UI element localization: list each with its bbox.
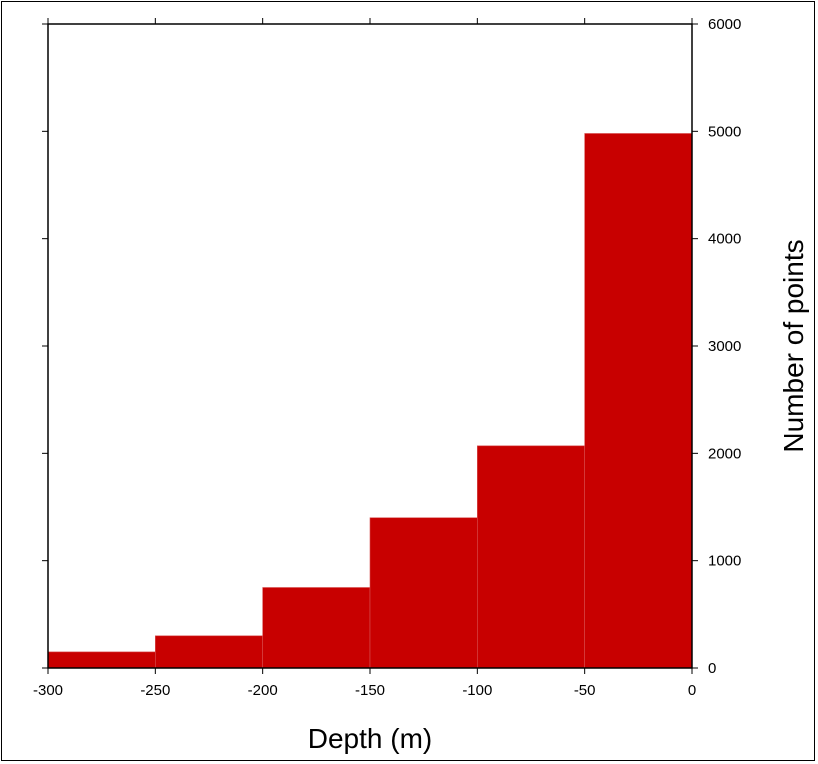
x-tick-label: -150: [355, 682, 385, 699]
y-tick-label: 2000: [708, 445, 741, 462]
x-tick-label: -100: [462, 682, 492, 699]
x-tick-label: 0: [688, 682, 696, 699]
x-tick-label: -300: [33, 682, 63, 699]
bar-6: [584, 133, 693, 669]
y-tick-label: 5000: [708, 123, 741, 140]
x-axis-ticks: -300 -250 -200 -150 -100 -50 0: [33, 18, 696, 699]
x-tick-label: -250: [140, 682, 170, 699]
x-tick-label: -50: [574, 682, 596, 699]
bar-5: [477, 445, 585, 669]
y-tick-label: 4000: [708, 231, 741, 248]
x-tick-label: -200: [248, 682, 278, 699]
bars-group: [47, 133, 693, 669]
y-tick-label: 0: [708, 660, 716, 677]
bar-1: [47, 651, 156, 669]
bar-2: [155, 635, 263, 669]
y-tick-label: 3000: [708, 338, 741, 355]
bar-4: [369, 517, 478, 669]
y-axis-ticks: 0 1000 2000 3000 4000 5000 6000: [42, 16, 741, 677]
x-axis-title: Depth (m): [308, 723, 432, 754]
y-tick-label: 1000: [708, 553, 741, 570]
y-axis-title: Number of points: [778, 239, 809, 452]
bar-3: [262, 587, 371, 669]
y-tick-label: 6000: [708, 16, 741, 33]
